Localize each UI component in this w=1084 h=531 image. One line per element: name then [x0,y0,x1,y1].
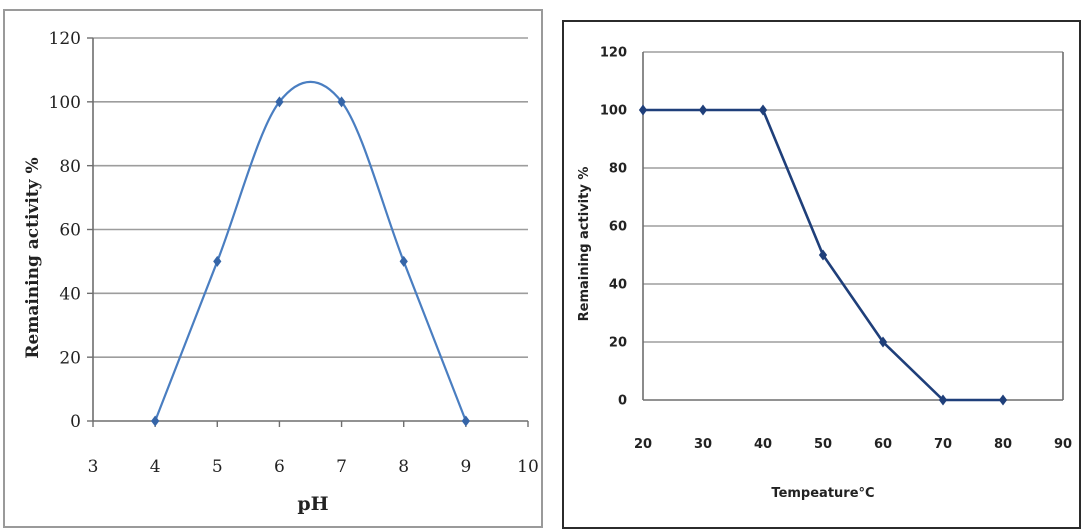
x-tick-label: 70 [934,437,952,452]
y-tick-label: 100 [600,104,627,119]
ph-gridlines [93,37,528,358]
x-tick-label: 6 [274,457,285,477]
temperature-x-tick-labels: 20 30 40 50 60 70 80 90 [634,437,1072,452]
y-tick-label: 80 [59,157,81,177]
data-point-marker [638,104,648,116]
y-tick-label: 120 [49,29,81,49]
data-point-marker [399,255,408,267]
data-point-marker [213,255,222,267]
temperature-y-tick-labels: 0 20 40 60 80 100 120 [600,46,627,409]
x-tick-label: 8 [398,457,409,477]
temperature-x-axis-label: Tempeature°C [771,486,874,501]
temperature-chart-frame [562,20,1081,529]
data-point-marker [938,394,948,406]
x-tick-label: 40 [754,437,772,452]
data-point-marker [461,415,470,427]
x-tick-label: 7 [336,457,347,477]
ph-y-tick-labels: 0 20 40 60 80 100 120 [49,29,81,432]
ph-axes [87,37,529,427]
x-tick-label: 3 [88,457,99,477]
ph-x-axis-label: pH [297,493,328,515]
data-point-marker [998,394,1008,406]
data-point-marker [275,96,284,108]
data-point-marker [151,415,160,427]
y-tick-label: 60 [59,221,81,241]
ph-y-axis-label: Remaining activity % [23,157,43,358]
temperature-y-axis-label: Remaining activity % [577,167,592,322]
ph-stability-chart: 0 20 40 60 80 100 120 3 4 5 6 7 8 9 10 pH Remaining a… [3,9,543,528]
x-tick-label: 10 [517,457,539,477]
data-point-marker [818,249,828,261]
x-tick-label: 90 [1054,437,1072,452]
x-tick-label: 4 [150,457,161,477]
y-tick-label: 20 [609,336,627,351]
x-tick-label: 50 [814,437,832,452]
data-point-marker [698,104,708,116]
x-tick-label: 30 [694,437,712,452]
y-tick-label: 100 [49,93,81,113]
x-tick-label: 9 [460,457,471,477]
series-line [154,80,467,422]
y-tick-label: 120 [600,46,627,61]
x-tick-label: 60 [874,437,892,452]
data-point-marker [337,96,346,108]
y-tick-label: 0 [618,394,627,409]
ph-series [151,80,470,427]
temperature-stability-chart: 0 20 40 60 80 100 120 20 30 40 50 60 70 80 90 Tempeat… [562,20,1081,529]
y-tick-label: 20 [59,348,81,368]
x-tick-label: 80 [994,437,1012,452]
y-tick-label: 40 [59,284,81,304]
x-tick-label: 20 [634,437,652,452]
data-point-marker [878,336,888,348]
ph-chart-frame [3,9,543,528]
y-tick-label: 40 [609,278,627,293]
y-tick-label: 60 [609,220,627,235]
y-tick-label: 80 [609,162,627,177]
x-tick-label: 5 [212,457,223,477]
ph-x-tick-labels: 3 4 5 6 7 8 9 10 [88,457,539,477]
temperature-series [638,104,1008,406]
data-point-marker [758,104,768,116]
y-tick-label: 0 [70,412,81,432]
